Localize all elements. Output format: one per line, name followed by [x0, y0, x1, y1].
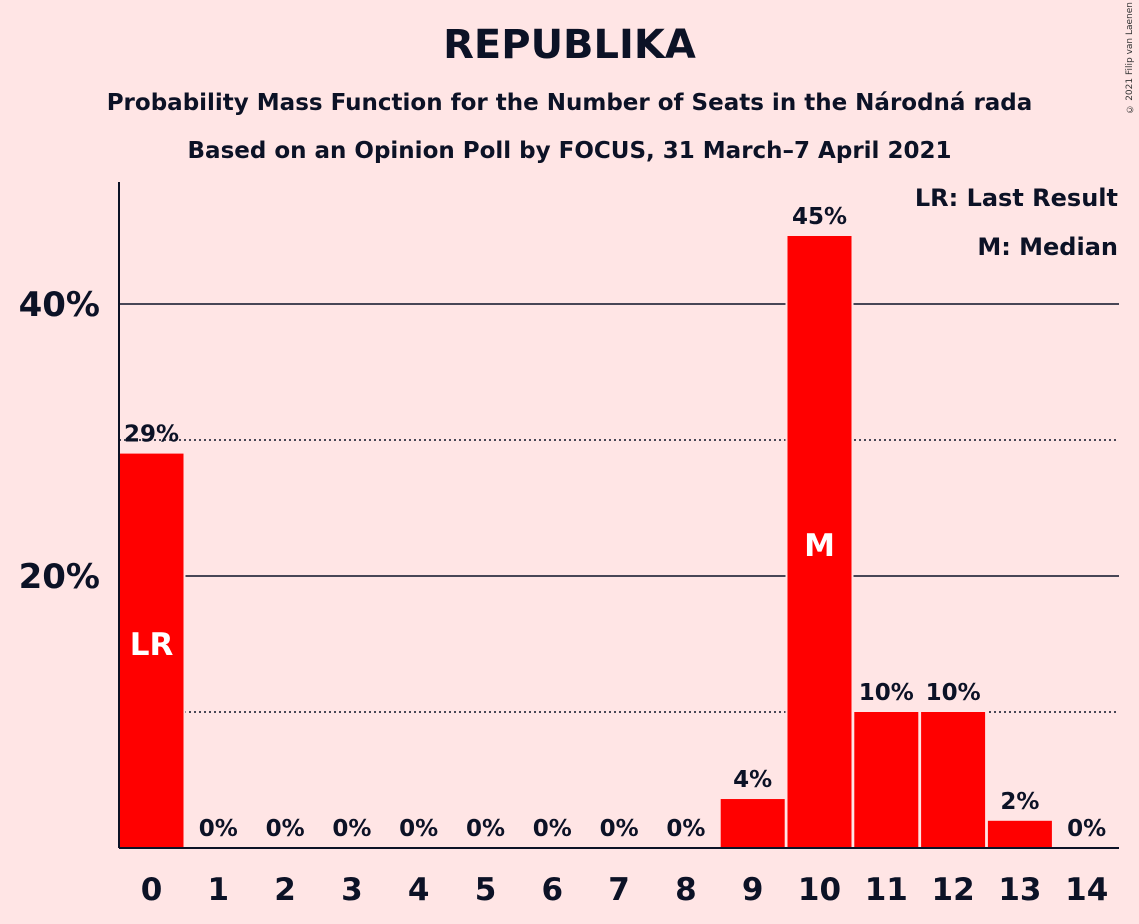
chart-subtitle: Probability Mass Function for the Number… — [106, 90, 1033, 116]
value-label: 0% — [1067, 816, 1106, 842]
x-tick-label: 9 — [742, 872, 764, 908]
y-tick-label: 40% — [19, 285, 100, 325]
bar — [119, 453, 184, 848]
gridlines — [119, 303, 1119, 713]
chart-title: REPUBLIKA — [443, 22, 696, 68]
bar-annotation: M — [804, 528, 835, 564]
legend-median: M: Median — [977, 233, 1118, 261]
value-label: 0% — [332, 816, 371, 842]
value-label: 0% — [199, 816, 238, 842]
y-tick-label: 20% — [19, 557, 100, 597]
x-tick-label: 7 — [608, 872, 630, 908]
x-tick-label: 8 — [675, 872, 697, 908]
x-tick-label: 0 — [141, 872, 163, 908]
value-label: 10% — [926, 680, 981, 706]
x-tick-label: 13 — [998, 872, 1041, 908]
x-tick-label: 1 — [208, 872, 230, 908]
x-tick-label: 14 — [1065, 872, 1108, 908]
bar — [720, 799, 785, 848]
value-label: 29% — [124, 422, 179, 448]
x-tick-label: 5 — [475, 872, 497, 908]
bar — [921, 712, 986, 848]
bar — [787, 236, 852, 848]
bar — [987, 820, 1052, 848]
legend-last-result: LR: Last Result — [914, 184, 1118, 212]
x-tick-label: 2 — [274, 872, 296, 908]
value-label: 0% — [466, 816, 505, 842]
value-label: 0% — [266, 816, 305, 842]
value-label: 45% — [792, 204, 847, 230]
x-tick-label: 12 — [932, 872, 975, 908]
value-label: 0% — [533, 816, 572, 842]
labels: 20%40%29%00%10%20%30%40%50%60%70%84%945%… — [19, 204, 1109, 908]
value-label: 10% — [859, 680, 914, 706]
value-label: 2% — [1000, 789, 1039, 815]
value-label: 4% — [733, 767, 772, 793]
x-tick-label: 3 — [341, 872, 363, 908]
bars — [117, 234, 1054, 848]
axes — [118, 182, 1119, 849]
x-tick-label: 11 — [865, 872, 908, 908]
bar-annotation: LR — [130, 627, 174, 663]
bar — [854, 712, 919, 848]
value-label: 0% — [600, 816, 639, 842]
value-label: 0% — [666, 816, 705, 842]
chart-subtitle-2: Based on an Opinion Poll by FOCUS, 31 Ma… — [187, 138, 952, 164]
x-tick-label: 6 — [542, 872, 564, 908]
x-tick-label: 4 — [408, 872, 430, 908]
value-label: 0% — [399, 816, 438, 842]
x-tick-label: 10 — [798, 872, 841, 908]
